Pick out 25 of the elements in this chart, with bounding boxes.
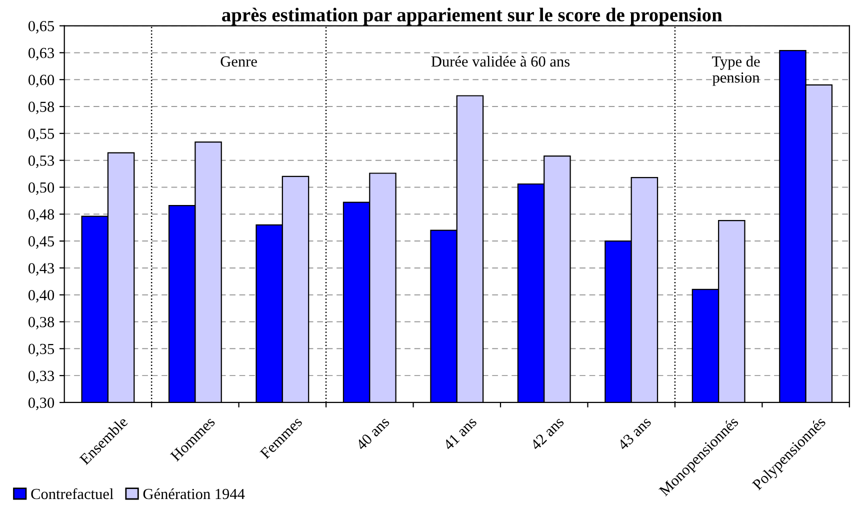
annotation: Durée validée à 60 ans (431, 56, 570, 67)
y-tick-label: 0,43 (28, 263, 54, 276)
x-tick-label: 40 ans (355, 416, 390, 451)
legend-label: Contrefactuel (31, 488, 114, 500)
annotation: Genre (220, 56, 257, 67)
annotation: Type de pension (712, 56, 760, 86)
y-tick-label: 0,40 (28, 290, 54, 303)
x-tick-label: 42 ans (530, 416, 564, 451)
y-tick-label: 0,58 (28, 102, 54, 114)
y-tick-label: 0,60 (28, 74, 54, 88)
y-tick-label: 0,48 (28, 209, 54, 222)
y-tick-label: 0,38 (28, 316, 54, 330)
y-tick-label: 0,55 (28, 128, 54, 142)
y-tick-label: 0,53 (28, 155, 54, 168)
y-tick-label: 0,65 (28, 20, 54, 34)
y-tick-label: 0,35 (28, 344, 54, 356)
y-tick-label: 0,50 (28, 182, 54, 195)
y-tick-label: 0,63 (28, 48, 54, 60)
x-tick-label: 43 ans (617, 416, 652, 451)
legend-label: Génération 1944 (143, 488, 245, 500)
chart-title: après estimation par appariement sur le score de propension (222, 8, 722, 26)
x-tick-label: 41 ans (442, 416, 478, 451)
y-tick-label: 0,30 (28, 398, 54, 410)
y-tick-label: 0,33 (28, 370, 54, 384)
y-tick-label: 0,45 (28, 236, 54, 249)
